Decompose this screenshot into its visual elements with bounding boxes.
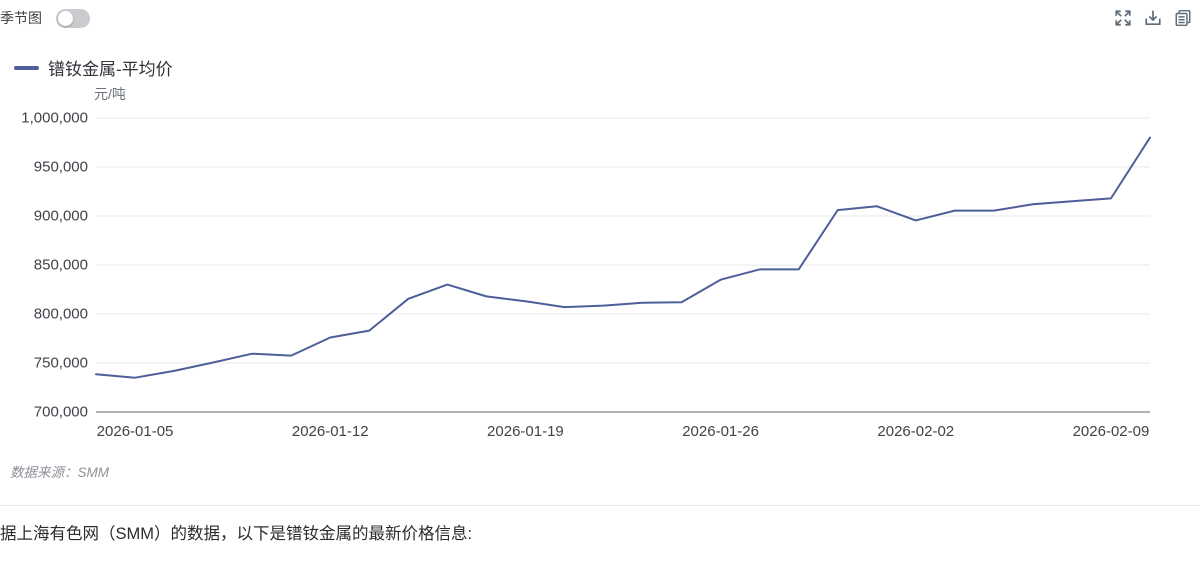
x-axis-tick-label: 2026-01-26: [682, 423, 759, 440]
line-chart[interactable]: [0, 0, 1200, 470]
data-source-note: 数据来源：SMM: [10, 465, 109, 480]
y-axis-tick-label: 750,000: [33, 354, 88, 372]
seasonal-chart-label: 季节图: [0, 10, 42, 26]
y-axis-tick-label: 950,000: [33, 158, 88, 176]
y-axis-tick-label: 1,000,000: [21, 109, 88, 127]
legend-line-marker: [14, 65, 39, 70]
x-axis-tick-label: 2026-02-02: [877, 423, 955, 440]
section-divider: [0, 505, 1200, 506]
x-axis-tick-label: 2026-01-12: [291, 423, 369, 440]
seasonal-chart-toggle[interactable]: [56, 8, 90, 28]
x-axis-tick-label: 2026-01-05: [96, 423, 174, 440]
x-axis-tick-label: 2026-02-09: [1072, 423, 1150, 440]
y-axis-tick-label: 700,000: [33, 403, 88, 421]
legend-item[interactable]: 镨钕金属-平均价: [14, 55, 173, 80]
y-axis-tick-label: 900,000: [33, 207, 88, 225]
copy-icon[interactable]: [1174, 9, 1192, 27]
chart-toolbar: [1114, 9, 1192, 27]
download-icon[interactable]: [1144, 9, 1162, 27]
y-axis-tick-label: 800,000: [33, 305, 88, 323]
price-line-series: [95, 136, 1151, 379]
summary-text: 据上海有色网（SMM）的数据，以下是镨钕金属的最新价格信息:: [0, 525, 473, 543]
fullscreen-icon[interactable]: [1114, 9, 1132, 27]
y-axis-unit-label: 元/吨: [94, 86, 126, 102]
seasonal-toggle-row: 季节图: [0, 8, 90, 28]
toggle-knob: [58, 10, 73, 26]
y-axis-tick-label: 850,000: [33, 256, 88, 274]
legend-label: 镨钕金属-平均价: [48, 60, 173, 79]
x-axis-tick-label: 2026-01-19: [487, 423, 564, 440]
